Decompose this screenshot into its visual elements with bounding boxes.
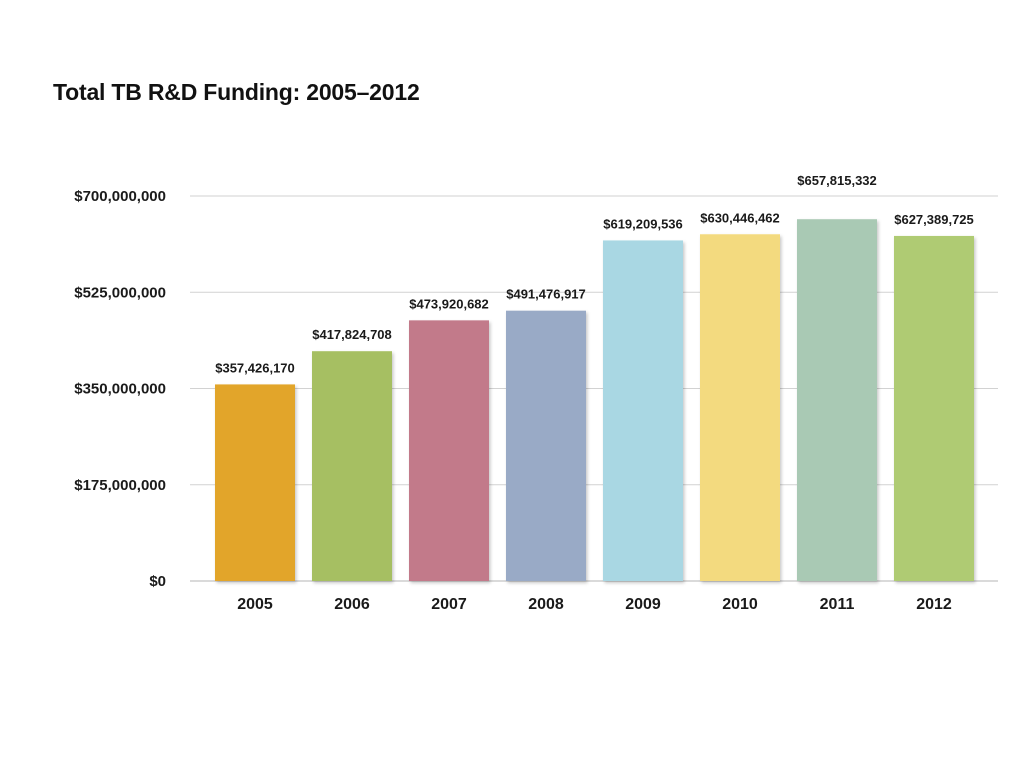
y-tick-label: $175,000,000 (74, 477, 166, 494)
y-tick-label: $350,000,000 (74, 381, 166, 398)
bar-2011 (797, 219, 877, 581)
x-tick-label-2008: 2008 (528, 596, 564, 613)
chart-title: Total TB R&D Funding: 2005–2012 (53, 79, 420, 105)
bar-2005 (215, 384, 295, 581)
y-tick-label: $525,000,000 (74, 284, 166, 301)
value-label-2006: $417,824,708 (312, 327, 392, 342)
x-tick-label-2012: 2012 (916, 596, 952, 613)
bar-2007 (409, 320, 489, 581)
value-label-2012: $627,389,725 (894, 212, 974, 227)
bar-2009 (603, 240, 683, 581)
y-axis-ticks: $0 $175,000,000 $350,000,000 $525,000,000 $7… (74, 188, 166, 590)
bar-2006 (312, 351, 392, 581)
x-tick-label-2007: 2007 (431, 596, 467, 613)
value-label-2011: $657,815,332 (797, 173, 877, 188)
value-label-2010: $630,446,462 (700, 210, 780, 225)
y-tick-label: $700,000,000 (74, 188, 166, 205)
bar-2008 (506, 310, 586, 581)
y-tick-label: $0 (149, 573, 166, 590)
x-tick-label-2005: 2005 (237, 596, 273, 613)
bars (215, 219, 974, 581)
x-tick-label-2006: 2006 (334, 596, 370, 613)
x-axis-ticks: 2005 2006 2007 2008 2009 2010 2011 2012 (237, 596, 952, 613)
x-tick-label-2010: 2010 (722, 596, 758, 613)
bar-2012 (894, 235, 974, 581)
bar-2010 (700, 234, 780, 581)
x-tick-label-2009: 2009 (625, 596, 661, 613)
value-label-2008: $491,476,917 (506, 287, 586, 302)
x-tick-label-2011: 2011 (820, 596, 855, 613)
value-label-2007: $473,920,682 (409, 296, 489, 311)
value-labels: $357,426,170 $417,824,708 $473,920,682 $491… (215, 173, 974, 375)
value-label-2005: $357,426,170 (215, 360, 295, 375)
value-label-2009: $619,209,536 (603, 216, 683, 231)
